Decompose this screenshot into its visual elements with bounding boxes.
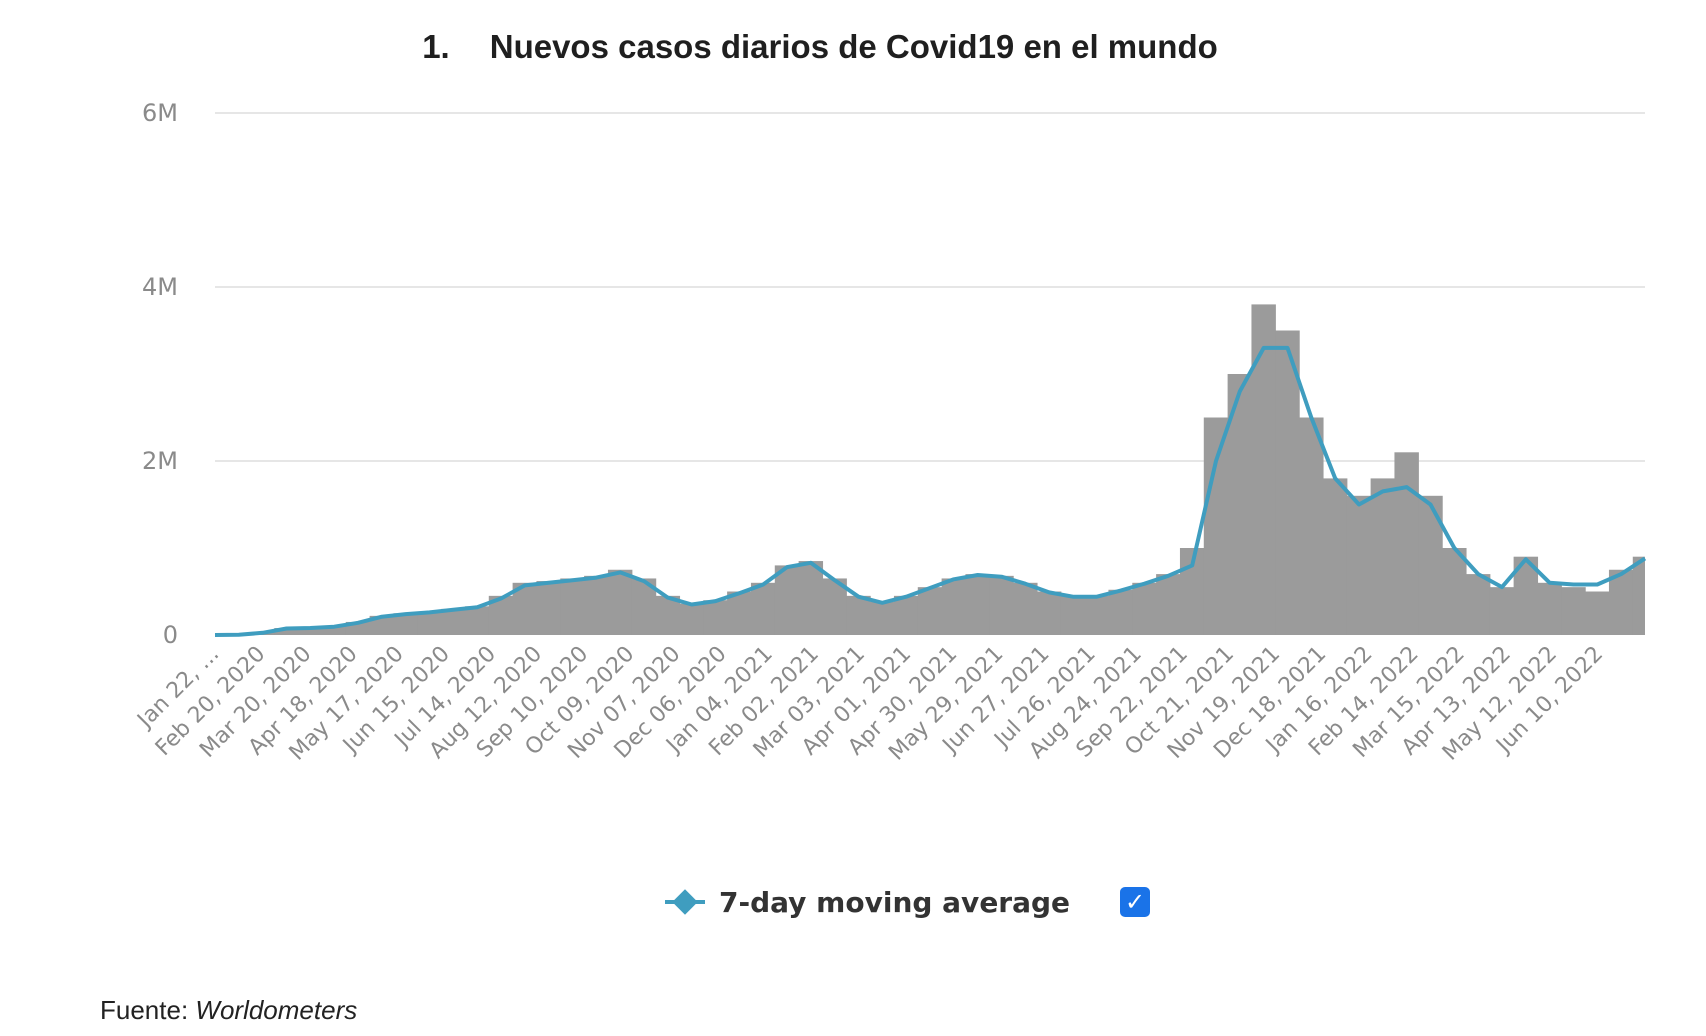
daily-cases-bar: [1489, 587, 1515, 635]
daily-cases-bar: [417, 611, 442, 635]
daily-cases-bar: [560, 578, 585, 635]
daily-cases-bar: [703, 600, 728, 635]
daily-cases-bar: [1537, 582, 1562, 635]
daily-cases-bar: [679, 603, 704, 635]
daily-cases-bar: [1203, 417, 1229, 635]
chart-title: 1. Nuevos casos diarios de Covid19 en el …: [0, 28, 1640, 66]
daily-cases-bar: [870, 601, 895, 635]
daily-cases-bar: [989, 575, 1014, 635]
chart-legend[interactable]: 7-day moving average ✓: [665, 878, 1151, 926]
daily-cases-bar: [1132, 582, 1157, 635]
daily-cases-bar: [1585, 591, 1610, 635]
daily-case-bars: [226, 304, 1645, 635]
daily-cases-bar: [893, 595, 919, 635]
daily-cases-bar: [1156, 574, 1181, 635]
daily-cases-bar: [321, 626, 347, 635]
y-tick-label: 4M: [142, 273, 178, 301]
daily-cases-bar: [1442, 548, 1467, 635]
daily-cases-bar: [1084, 595, 1110, 635]
daily-cases-bar: [1036, 591, 1062, 635]
daily-cases-bar: [750, 582, 776, 635]
daily-cases-bar: [607, 569, 633, 635]
daily-cases-bar: [774, 565, 800, 635]
moving-average-line-group: [214, 345, 1647, 637]
y-tick-label: 6M: [142, 99, 178, 127]
chart-title-number: 1.: [422, 28, 450, 65]
daily-cases-bar: [536, 581, 561, 635]
daily-cases-bar: [846, 595, 871, 635]
daily-cases-bar: [1394, 452, 1419, 635]
chart-title-text: Nuevos casos diarios de Covid19 en el mu…: [489, 28, 1218, 65]
daily-cases-bar: [584, 575, 609, 635]
grid-lines: [215, 112, 1645, 462]
daily-cases-bar: [1108, 589, 1133, 635]
daily-cases-bar: [1561, 587, 1586, 635]
daily-cases-bar: [393, 613, 418, 635]
daily-cases-bar: [655, 595, 681, 635]
moving-average-line: [214, 345, 1647, 637]
daily-cases-bar: [1465, 574, 1491, 635]
daily-cases-bar: [274, 628, 299, 635]
daily-cases-bar: [965, 574, 990, 635]
daily-cases-bar: [1608, 569, 1634, 635]
y-tick-label: 2M: [142, 447, 178, 475]
legend-diamond-icon: [672, 889, 698, 915]
daily-cases-bar: [1060, 595, 1086, 635]
source-name: Worldometers: [195, 995, 358, 1025]
daily-cases-bar: [441, 608, 466, 635]
daily-cases-bar: [1322, 478, 1348, 635]
y-axis-ticks: 0 2M 4M 6M: [142, 99, 178, 649]
legend-line-marker: [665, 889, 705, 915]
daily-cases-bar: [1632, 556, 1645, 635]
daily-cases-bar: [941, 578, 967, 635]
daily-cases-bar: [1299, 417, 1324, 635]
legend-checkbox[interactable]: ✓: [1120, 887, 1151, 917]
daily-cases-bar: [798, 561, 824, 635]
daily-cases-bar: [1346, 495, 1372, 635]
checkmark-icon: ✓: [1124, 888, 1146, 916]
daily-cases-bar: [1013, 582, 1038, 635]
daily-cases-bar: [464, 606, 490, 635]
source-note: Fuente: Worldometers: [100, 995, 357, 1026]
daily-cases-bar: [298, 628, 323, 635]
legend-label: 7-day moving average: [719, 885, 1071, 919]
daily-cases-bar: [1251, 304, 1276, 635]
daily-cases-bar: [1370, 478, 1396, 635]
daily-cases-bar: [727, 591, 752, 635]
source-prefix: Fuente:: [100, 995, 196, 1025]
daily-cases-bar: [369, 615, 395, 635]
daily-cases-bar: [917, 587, 943, 635]
daily-cases-bar: [1275, 330, 1300, 635]
y-tick-label: 0: [163, 621, 178, 649]
